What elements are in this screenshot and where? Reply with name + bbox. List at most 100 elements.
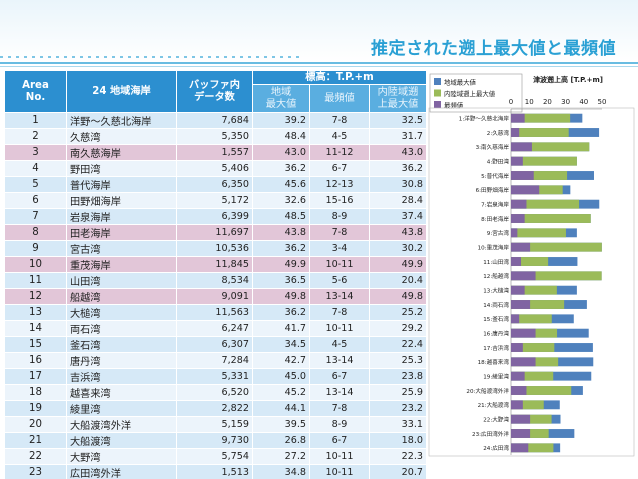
cell-mode: 10-11: [309, 464, 370, 479]
plot-frame: [428, 107, 635, 457]
cell-name: 釜石湾: [66, 336, 177, 353]
category-label: 1:洋野～久慈北海岸: [459, 114, 510, 122]
cell-mode: 13-14: [309, 288, 370, 305]
cell-name: 山田湾: [66, 272, 177, 289]
header-buffer-line1: バッファ内: [189, 79, 240, 91]
cell-name: 大船渡湾: [66, 432, 177, 449]
cell-mode: 6-7: [309, 160, 370, 177]
bar-mode: [511, 285, 525, 295]
slide-title: 推定された遡上最大値と最頻値: [371, 39, 616, 59]
cell-mode: 4-5: [309, 336, 370, 353]
cell-no: 5: [4, 176, 67, 193]
cell-no: 16: [4, 352, 67, 369]
bar-mode: [511, 386, 527, 395]
header-region-max-2: 最大値: [265, 98, 297, 110]
cell-no: 9: [4, 240, 67, 257]
header-elevation-group: 標高：T.P.+m: [252, 70, 427, 85]
cell-mode: 7-8: [309, 400, 370, 417]
header-region-max-1: 地域: [270, 86, 292, 98]
table-row: 3 南久慈海岸 1,557 43.0 11-12 43.0: [4, 144, 427, 161]
legend-label: 最頻値: [444, 101, 464, 110]
bar-mode: [511, 429, 531, 438]
bar-inland-max: [511, 300, 565, 309]
cell-inland-max: 22.3: [369, 448, 427, 465]
cell-buffer: 6,520: [176, 384, 253, 401]
cell-inland-max: 25.3: [369, 352, 427, 369]
bar-inland-max: [511, 199, 580, 209]
cell-buffer: 6,399: [176, 208, 253, 225]
cell-name: 久慈湾: [66, 128, 177, 145]
bar-inland-max: [511, 156, 577, 166]
cell-buffer: 5,172: [176, 192, 253, 209]
cell-buffer: 10,536: [176, 240, 253, 257]
cell-region-max: 36.5: [252, 272, 310, 289]
cell-mode: 15-16: [309, 192, 370, 209]
legend-swatch: [434, 89, 441, 97]
cell-name: 田老海岸: [66, 224, 177, 241]
bar-mode: [511, 271, 536, 281]
header-area-label: Area: [22, 79, 49, 91]
category-label: 11:山田湾: [483, 258, 509, 266]
x-tick-label: 50: [598, 98, 607, 106]
cell-no: 14: [4, 320, 67, 337]
legend-box: [429, 73, 523, 113]
cell-inland-max: 23.2: [369, 400, 427, 417]
cell-mode: 5-6: [309, 272, 370, 289]
category-label: 19:綾里湾: [483, 372, 509, 380]
title-decor-dots: [0, 56, 300, 58]
category-label: 8:田老海岸: [481, 215, 509, 223]
bar-mode: [511, 242, 531, 252]
cell-mode: 13-14: [309, 352, 370, 369]
cell-name: 南久慈海岸: [66, 144, 177, 161]
cell-inland-max: 23.8: [369, 368, 427, 385]
cell-mode: 11-12: [309, 144, 370, 161]
bar-inland-max: [511, 242, 602, 252]
table-row: 4 野田湾 5,406 36.2 6-7 36.2: [4, 160, 427, 177]
bar-inland-max: [511, 214, 591, 223]
cell-buffer: 5,331: [176, 368, 253, 385]
cell-name: 大船渡湾外洋: [66, 416, 177, 433]
cell-buffer: 5,350: [176, 128, 253, 145]
title-rule-thin: [0, 66, 638, 67]
bar-mode: [511, 400, 523, 410]
cell-inland-max: 25.9: [369, 384, 427, 401]
bar-mode: [511, 443, 529, 453]
cell-name: 越喜来湾: [66, 384, 177, 401]
cell-region-max: 45.0: [252, 368, 310, 385]
bar-mode: [511, 142, 532, 152]
category-label: 5:普代海岸: [481, 172, 509, 180]
cell-buffer: 1,557: [176, 144, 253, 161]
header-inland-max: 内陸域遡 上最大値: [369, 84, 427, 113]
category-label: 13:大槌湾: [483, 286, 509, 294]
cell-inland-max: 37.4: [369, 208, 427, 225]
table-row: 22 大野湾 5,754 27.2 10-11 22.3: [4, 448, 427, 465]
cell-region-max: 48.5: [252, 208, 310, 225]
cell-region-max: 45.6: [252, 176, 310, 193]
header-buffer-line2: データ数: [194, 91, 235, 103]
bar-inland-max: [511, 400, 544, 410]
bar-inland-max: [511, 142, 590, 152]
bar-mode: [511, 371, 525, 381]
cell-buffer: 11,845: [176, 256, 253, 273]
cell-name: 広田湾外洋: [66, 464, 177, 479]
cell-buffer: 9,730: [176, 432, 253, 449]
cell-region-max: 26.8: [252, 432, 310, 449]
category-label: 9:宮古湾: [487, 229, 510, 237]
cell-no: 22: [4, 448, 67, 465]
category-label: 21:大船渡湾: [478, 401, 510, 409]
table-row: 16 唐丹湾 7,284 42.7 13-14 25.3: [4, 352, 427, 369]
table-body: 1 洋野～久慈北海岸 7,684 39.2 7-8 32.5 2 久慈湾 5,350 48.4 4-…: [4, 112, 427, 479]
chart-title: 津波遡上高 [T.P.+m]: [533, 75, 603, 84]
cell-no: 19: [4, 400, 67, 417]
cell-region-max: 42.7: [252, 352, 310, 369]
cell-inland-max: 20.4: [369, 272, 427, 289]
cell-region-max: 27.2: [252, 448, 310, 465]
x-tick-label: 30: [561, 98, 570, 106]
cell-inland-max: 30.8: [369, 176, 427, 193]
table-row: 13 大槌湾 11,563 36.2 7-8 25.2: [4, 304, 427, 321]
category-label: 14:両石湾: [483, 301, 509, 309]
bar-inland-max: [511, 443, 554, 453]
x-tick-label: 10: [525, 98, 534, 106]
cell-name: 船越湾: [66, 288, 177, 305]
bar-inland-max: [511, 257, 549, 266]
